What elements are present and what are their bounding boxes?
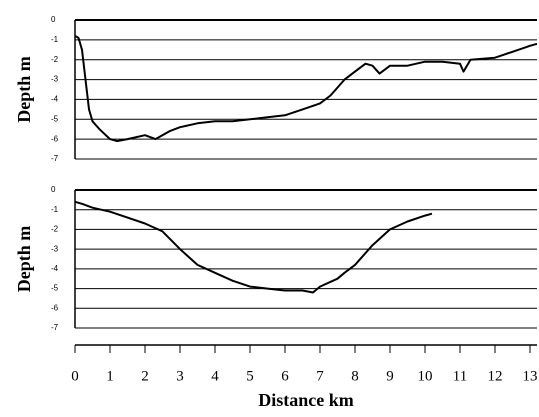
- y-axis-title: Depth m: [14, 226, 34, 293]
- y-tick-label: -2: [51, 55, 59, 64]
- y-tick-label: -4: [51, 264, 59, 273]
- x-tick-label: 12: [488, 368, 503, 384]
- x-tick-label: 2: [141, 368, 149, 384]
- line: [74, 200, 433, 294]
- x-tick-label: 3: [176, 368, 184, 384]
- y-axis-title: Depth m: [14, 56, 34, 123]
- y-tick-label: 0: [51, 185, 56, 194]
- y-tick-label: -1: [51, 35, 59, 44]
- x-axis-title: Distance km: [258, 390, 354, 410]
- y-tick-label: -5: [51, 284, 59, 293]
- y-tick-label: -6: [51, 134, 59, 143]
- y-tick-label: -2: [51, 225, 59, 234]
- x-tick-label: 9: [386, 368, 394, 384]
- y-tick-label: -7: [51, 154, 59, 163]
- x-tick-label: 6: [281, 368, 289, 384]
- y-tick-label: -5: [51, 114, 59, 123]
- y-tick-label: -3: [51, 244, 59, 253]
- x-tick-label: 8: [351, 368, 359, 384]
- y-tick-label: -7: [51, 323, 59, 332]
- x-tick-label: 7: [316, 368, 324, 384]
- x-tick-label: 5: [246, 368, 254, 384]
- x-tick-label: 11: [453, 368, 467, 384]
- x-tick-label: 13: [523, 368, 538, 384]
- line: [74, 35, 538, 143]
- x-tick-label: 0: [71, 368, 79, 384]
- y-tick-label: 0: [51, 15, 56, 24]
- y-tick-label: -4: [51, 95, 59, 104]
- x-tick-label: 10: [418, 368, 433, 384]
- y-tick-label: -6: [51, 303, 59, 312]
- x-tick-label: 1: [106, 368, 114, 384]
- y-tick-label: -1: [51, 205, 59, 214]
- y-tick-label: -3: [51, 75, 59, 84]
- x-tick-label: 4: [211, 368, 219, 384]
